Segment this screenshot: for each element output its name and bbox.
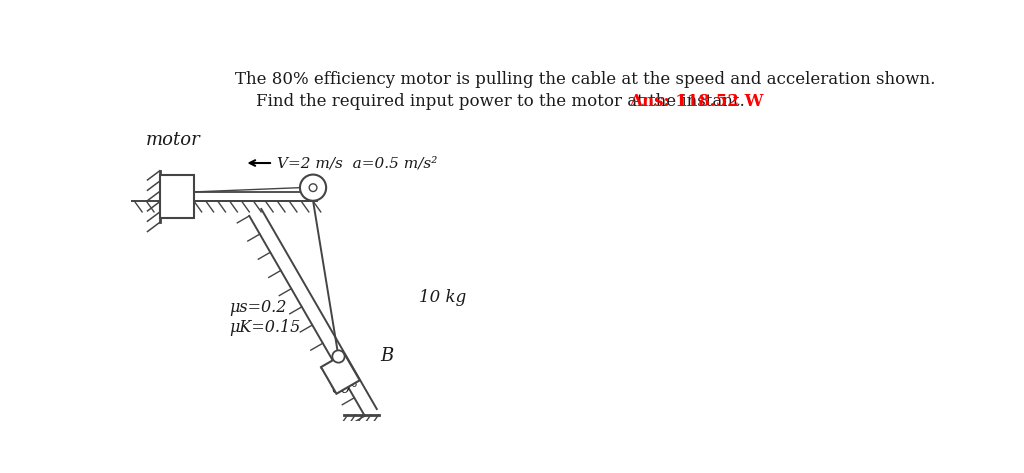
Text: 10 kg: 10 kg xyxy=(419,289,467,307)
Text: V=2 m/s  a=0.5 m/s²: V=2 m/s a=0.5 m/s² xyxy=(276,156,437,170)
Polygon shape xyxy=(321,354,359,394)
Text: Find the required input power to the motor at the instant.: Find the required input power to the mot… xyxy=(256,93,744,110)
Circle shape xyxy=(333,350,345,363)
Text: 60°: 60° xyxy=(331,382,358,396)
Text: The 80% efficiency motor is pulling the cable at the speed and acceleration show: The 80% efficiency motor is pulling the … xyxy=(234,71,935,88)
Text: motor: motor xyxy=(146,131,201,149)
Bar xyxy=(160,175,195,219)
Text: B: B xyxy=(380,347,393,365)
Text: M: M xyxy=(173,185,193,203)
Text: μs=0.2: μs=0.2 xyxy=(229,298,287,315)
Circle shape xyxy=(300,175,326,201)
Text: Ans: 118.52 W: Ans: 118.52 W xyxy=(630,93,764,110)
Text: μK=0.15: μK=0.15 xyxy=(229,319,300,336)
Circle shape xyxy=(309,184,316,192)
